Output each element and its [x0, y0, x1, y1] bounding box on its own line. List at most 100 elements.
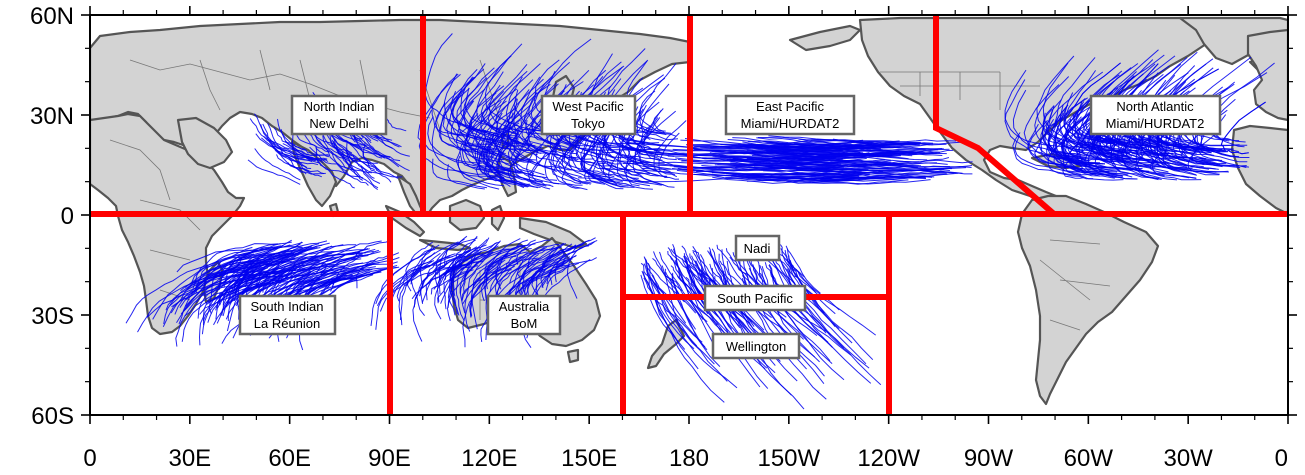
x-tick-label: 90E [368, 445, 411, 472]
cyclone-track [735, 165, 972, 172]
cyclone-track [455, 243, 498, 322]
cyclone-track [626, 139, 671, 173]
cyclone-track [487, 116, 515, 163]
cyclone-track [446, 164, 485, 190]
cyclone-track [775, 251, 876, 336]
cyclone-track [682, 258, 708, 304]
cyclone-track [315, 146, 355, 189]
basin-label-wellington: Wellington [711, 332, 801, 360]
cyclone-track [1060, 133, 1138, 180]
x-tick-label: 180 [669, 445, 709, 472]
boundary-central-america [933, 15, 1056, 217]
cyclone-track [179, 254, 287, 308]
cyclone-track [180, 268, 306, 315]
cyclone-track [254, 148, 301, 181]
cyclone-track [332, 140, 351, 163]
x-tick-label: 90W [964, 445, 1014, 472]
cyclone-track [1052, 147, 1115, 179]
cyclone-track [584, 149, 829, 155]
x-tick-label: 120E [461, 445, 517, 472]
basin-boundaries [90, 15, 1288, 415]
x-tick-label: 60E [268, 445, 311, 472]
cyclone-track [457, 155, 500, 190]
cyclone-track [321, 132, 353, 157]
cyclone-track [597, 111, 642, 182]
cyclone-track [773, 252, 840, 329]
cyclone-track [1055, 99, 1132, 171]
cyclone-track [351, 240, 391, 261]
south-america-landmass [1016, 194, 1160, 406]
cyclone-track [174, 269, 296, 315]
cyclone-track [623, 148, 866, 155]
cyclone-track [292, 244, 357, 269]
cyclone-track [350, 125, 400, 168]
cyclone-track [221, 247, 278, 278]
cyclone-track [444, 238, 465, 266]
basin-label-east-pacific: East Pacific Miami/HURDAT2 [724, 94, 856, 136]
cyclone-track [540, 255, 567, 289]
cyclone-track [473, 245, 526, 268]
cyclone-track [552, 131, 588, 191]
cyclone-track [251, 247, 321, 279]
cyclone-track [470, 100, 522, 173]
cyclone-track [459, 240, 501, 294]
cyclone-track [832, 138, 957, 143]
basin-east-pacific-name: East Pacific [756, 99, 824, 114]
cyclone-track [561, 160, 581, 189]
cyclone-track [461, 90, 505, 176]
cyclone-track [271, 145, 319, 166]
cyclone-track [437, 267, 473, 304]
basin-label-south-pacific: South Pacific [703, 284, 807, 312]
cyclone-track [661, 265, 708, 323]
cyclone-track [812, 179, 931, 185]
cyclone-track [491, 114, 541, 188]
cyclone-track [273, 127, 307, 151]
cyclone-track [478, 139, 525, 189]
cyclone-track [175, 270, 254, 347]
basin-label-north-atlantic: North Atlantic Miami/HURDAT2 [1089, 94, 1222, 136]
y-tick-label: 60S [31, 403, 74, 430]
y-tick-label: 0 [61, 203, 74, 230]
cyclone-track [652, 108, 677, 137]
cyclone-track [714, 175, 825, 183]
basin-west-pacific-name: West Pacific [552, 99, 624, 114]
cyclone-track [785, 245, 821, 294]
basin-south-pacific-name: South Pacific [717, 291, 793, 306]
cyclone-track [659, 251, 704, 320]
cyclone-track [643, 256, 687, 324]
cyclone-track [811, 139, 930, 146]
cyclone-track [352, 155, 375, 179]
cyclone-track [456, 88, 518, 149]
cyclone-track [322, 135, 364, 179]
cyclone-track [712, 155, 864, 163]
basin-west-pacific-center: Tokyo [571, 116, 605, 131]
cyclone-track [484, 243, 536, 271]
cyclone-track [488, 84, 559, 136]
cyclone-track [197, 261, 259, 319]
cyclone-track [296, 155, 325, 175]
cyclone-track [601, 124, 662, 186]
cyclone-track [507, 83, 551, 147]
cyclone-track [570, 110, 623, 181]
cyclone-track [1004, 69, 1090, 152]
cyclone-track [1047, 112, 1123, 177]
cyclone-track [264, 258, 331, 277]
cyclone-track [505, 251, 528, 270]
y-tick-label: 30N [30, 103, 74, 130]
cyclone-track [1012, 89, 1086, 156]
cyclone-track [487, 148, 531, 185]
cyclone-track [447, 265, 479, 308]
cyclone-track [792, 149, 943, 156]
cyclone-track [385, 117, 407, 132]
cyclone-track [1063, 62, 1121, 145]
cyclone-track [461, 262, 500, 302]
cyclone-track [717, 162, 839, 168]
cyclone-track [548, 126, 575, 171]
cyclone-track [768, 264, 845, 381]
basin-north-atlantic-name: North Atlantic [1116, 99, 1194, 114]
x-tick-label: 60W [1064, 445, 1114, 472]
cyclone-track [125, 250, 259, 324]
cyclone-track [634, 117, 667, 177]
arabian-peninsula [176, 116, 234, 170]
cyclone-track [692, 250, 728, 293]
